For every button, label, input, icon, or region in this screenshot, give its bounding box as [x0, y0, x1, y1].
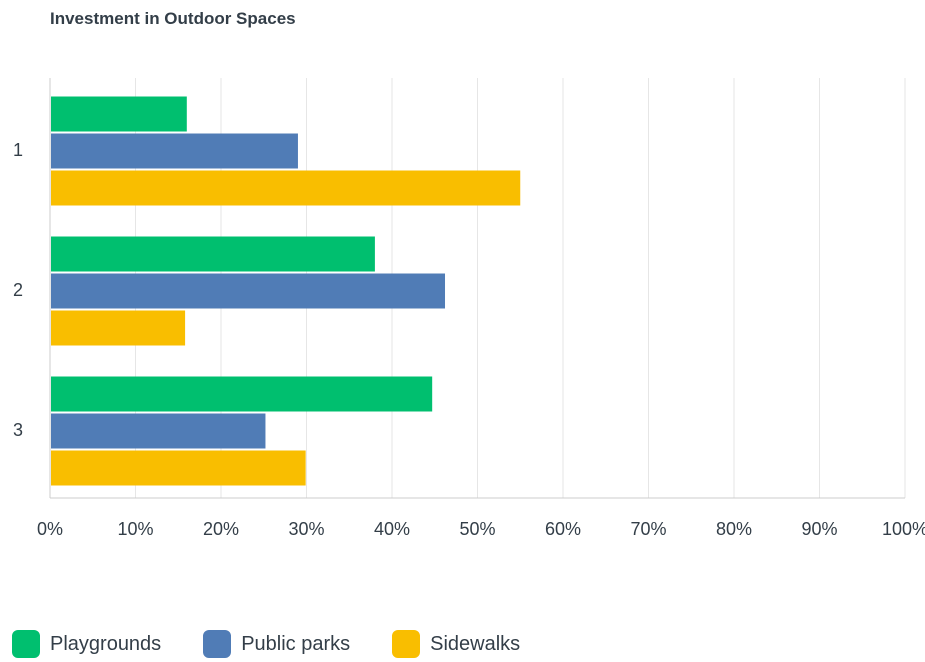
x-tick-label: 50% [459, 519, 495, 539]
y-tick-label: 1 [13, 140, 23, 160]
x-tick-label: 30% [288, 519, 324, 539]
bar-sidewalks-2[interactable] [51, 310, 186, 346]
x-tick-label: 10% [117, 519, 153, 539]
x-tick-label: 100% [882, 519, 925, 539]
chart-title: Investment in Outdoor Spaces [50, 9, 296, 28]
legend-item-public-parks[interactable]: Public parks [203, 630, 350, 658]
legend-swatch-sidewalks [392, 630, 421, 658]
bar-public-parks-2[interactable] [51, 273, 446, 309]
bar-public-parks-3[interactable] [51, 413, 266, 449]
bar-playgrounds-1[interactable] [51, 96, 187, 132]
legend-label-sidewalks: Sidewalks [430, 632, 521, 655]
x-tick-label: 40% [374, 519, 410, 539]
legend-label-public-parks: Public parks [241, 632, 351, 655]
legend-label-playgrounds: Playgrounds [50, 632, 162, 655]
bar-sidewalks-1[interactable] [51, 170, 521, 206]
legend-item-playgrounds[interactable]: Playgrounds [12, 630, 161, 658]
legend: Playgrounds Public parks Sidewalks [12, 630, 562, 658]
bar-public-parks-1[interactable] [51, 133, 298, 169]
x-tick-label: 90% [801, 519, 837, 539]
x-tick-label: 0% [37, 519, 63, 539]
legend-swatch-public-parks [203, 630, 232, 658]
bar-playgrounds-2[interactable] [51, 236, 375, 272]
y-tick-label: 2 [13, 280, 23, 300]
x-tick-label: 80% [716, 519, 752, 539]
legend-swatch-playgrounds [12, 630, 40, 658]
bar-playgrounds-3[interactable] [51, 376, 433, 412]
y-tick-label: 3 [13, 420, 23, 440]
x-tick-label: 20% [203, 519, 239, 539]
x-tick-label: 70% [630, 519, 666, 539]
legend-item-sidewalks[interactable]: Sidewalks [392, 630, 520, 658]
x-tick-label: 60% [545, 519, 581, 539]
bar-sidewalks-3[interactable] [51, 450, 306, 486]
